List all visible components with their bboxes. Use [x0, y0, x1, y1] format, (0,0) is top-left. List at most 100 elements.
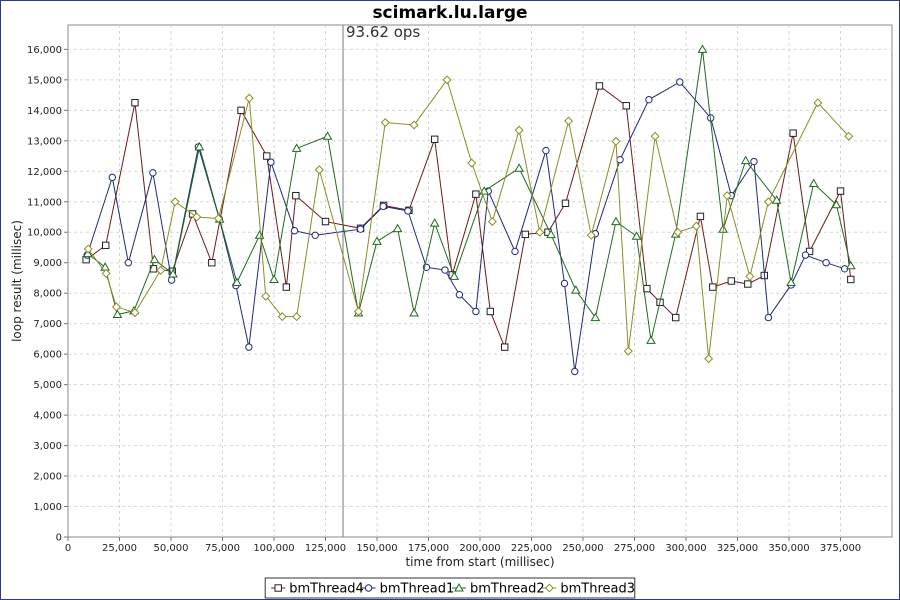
data-point-bmThread1	[441, 266, 449, 274]
x-tick-label: 200,000	[459, 543, 500, 554]
data-point-bmThread1	[801, 251, 810, 259]
data-point-bmThread2	[194, 141, 205, 151]
data-point-bmThread4	[282, 283, 291, 291]
data-point-bmThread4	[321, 217, 330, 226]
series-bmThread3	[83, 75, 854, 364]
data-point-bmThread2	[808, 178, 819, 187]
data-point-bmThread1	[245, 343, 253, 351]
data-point-bmThread3	[467, 158, 477, 168]
data-point-bmThread1	[542, 146, 550, 155]
series-group	[82, 44, 856, 376]
x-tick-label: 125,000	[305, 543, 346, 554]
data-point-bmThread3	[722, 191, 732, 201]
data-point-bmThread3	[535, 227, 545, 237]
data-point-bmThread3	[101, 268, 111, 278]
data-point-bmThread2	[771, 195, 782, 204]
y-tick-label: 12,000	[27, 167, 62, 178]
series-line-bmThread3	[87, 78, 850, 359]
y-axis-ticks: 0 1,000 2,000 3,000 4,000 5,000 6,000 7,000 8,00…	[27, 45, 68, 544]
data-point-bmThread3	[409, 120, 419, 130]
data-point-bmThread2	[149, 254, 160, 264]
x-tick-label: 25,000	[102, 543, 137, 554]
data-point-bmThread4	[149, 265, 158, 273]
data-point-bmThread2	[291, 143, 302, 152]
data-point-bmThread2	[322, 131, 333, 140]
data-point-bmThread3	[83, 244, 93, 254]
data-point-bmThread3	[292, 312, 302, 322]
data-point-bmThread2	[631, 231, 642, 240]
annotation-label: 93.62 ops	[346, 23, 420, 41]
data-point-bmThread3	[564, 116, 574, 126]
data-point-bmThread2	[514, 163, 525, 172]
x-axis-label: time from start (millisec)	[405, 555, 554, 569]
data-point-bmThread2	[429, 218, 440, 227]
data-point-bmThread4	[263, 152, 271, 160]
data-point-bmThread3	[623, 346, 633, 356]
data-point-bmThread4	[131, 99, 139, 107]
x-axis-ticks: 0 25,000 50,000 75,000 100,000 125,000 150,000…	[65, 537, 861, 554]
y-tick-label: 15,000	[27, 75, 62, 86]
data-point-bmThread1	[311, 231, 319, 239]
data-point-bmThread3	[691, 221, 701, 231]
data-point-bmThread1	[149, 169, 157, 177]
data-point-bmThread4	[521, 230, 530, 239]
data-point-bmThread2	[646, 335, 656, 344]
data-point-bmThread4	[789, 129, 797, 137]
x-tick-label: 75,000	[205, 543, 240, 554]
data-point-bmThread3	[673, 227, 683, 237]
data-point-bmThread1	[472, 307, 480, 316]
x-tick-label: 300,000	[665, 543, 706, 554]
data-point-bmThread1	[356, 225, 365, 233]
data-point-bmThread2	[611, 216, 621, 226]
data-point-bmThread1	[616, 156, 624, 164]
y-tick-label: 0	[56, 533, 62, 544]
data-point-bmThread3	[611, 136, 621, 146]
data-point-bmThread3	[650, 131, 660, 141]
x-tick-label: 150,000	[356, 543, 397, 554]
data-point-bmThread2	[786, 277, 796, 287]
data-point-bmThread4	[208, 259, 216, 267]
legend-box	[264, 577, 636, 599]
data-point-bmThread2	[546, 229, 556, 239]
legend-marker-bmThread2	[454, 582, 464, 592]
legend-marker-bmThread1	[364, 584, 373, 592]
x-tick-label: 225,000	[511, 543, 552, 554]
data-point-bmThread4	[805, 247, 814, 256]
x-tick-label: 100,000	[253, 543, 294, 554]
data-point-bmThread2	[168, 268, 178, 278]
data-point-bmThread1	[290, 227, 299, 235]
y-tick-label: 2,000	[33, 472, 62, 483]
data-point-bmThread3	[277, 312, 287, 322]
data-point-bmThread4	[672, 313, 680, 322]
plot-area	[67, 24, 893, 538]
legend-marker-bmThread4	[274, 584, 282, 592]
data-point-bmThread2	[449, 271, 460, 280]
x-tick-label: 350,000	[768, 543, 809, 554]
y-tick-label: 9,000	[33, 258, 62, 269]
x-tick-label: 175,000	[408, 543, 449, 554]
data-point-bmThread2	[254, 230, 265, 239]
data-point-bmThread1	[560, 279, 569, 288]
grid	[68, 25, 892, 537]
x-tick-label: 275,000	[614, 543, 655, 554]
data-point-bmThread3	[487, 217, 497, 227]
series-bmThread2	[82, 44, 856, 344]
data-point-bmThread1	[124, 259, 133, 267]
data-point-bmThread2	[740, 155, 751, 165]
data-point-bmThread2	[845, 260, 856, 270]
data-point-bmThread4	[430, 135, 439, 143]
data-point-bmThread3	[156, 265, 166, 275]
data-point-bmThread2	[570, 285, 581, 294]
chart-title: scimark.lu.large	[372, 3, 527, 23]
data-point-bmThread1	[455, 291, 464, 299]
y-tick-label: 13,000	[27, 136, 62, 147]
data-point-bmThread3	[213, 214, 223, 224]
data-point-bmThread3	[130, 308, 140, 318]
data-point-bmThread4	[744, 280, 752, 288]
data-point-bmThread4	[709, 283, 717, 291]
data-point-bmThread4	[561, 199, 570, 207]
y-axis-label: loop result (millisec)	[10, 220, 24, 342]
data-point-bmThread4	[472, 190, 480, 198]
y-tick-label: 4,000	[33, 411, 62, 422]
y-tick-label: 5,000	[33, 380, 62, 391]
